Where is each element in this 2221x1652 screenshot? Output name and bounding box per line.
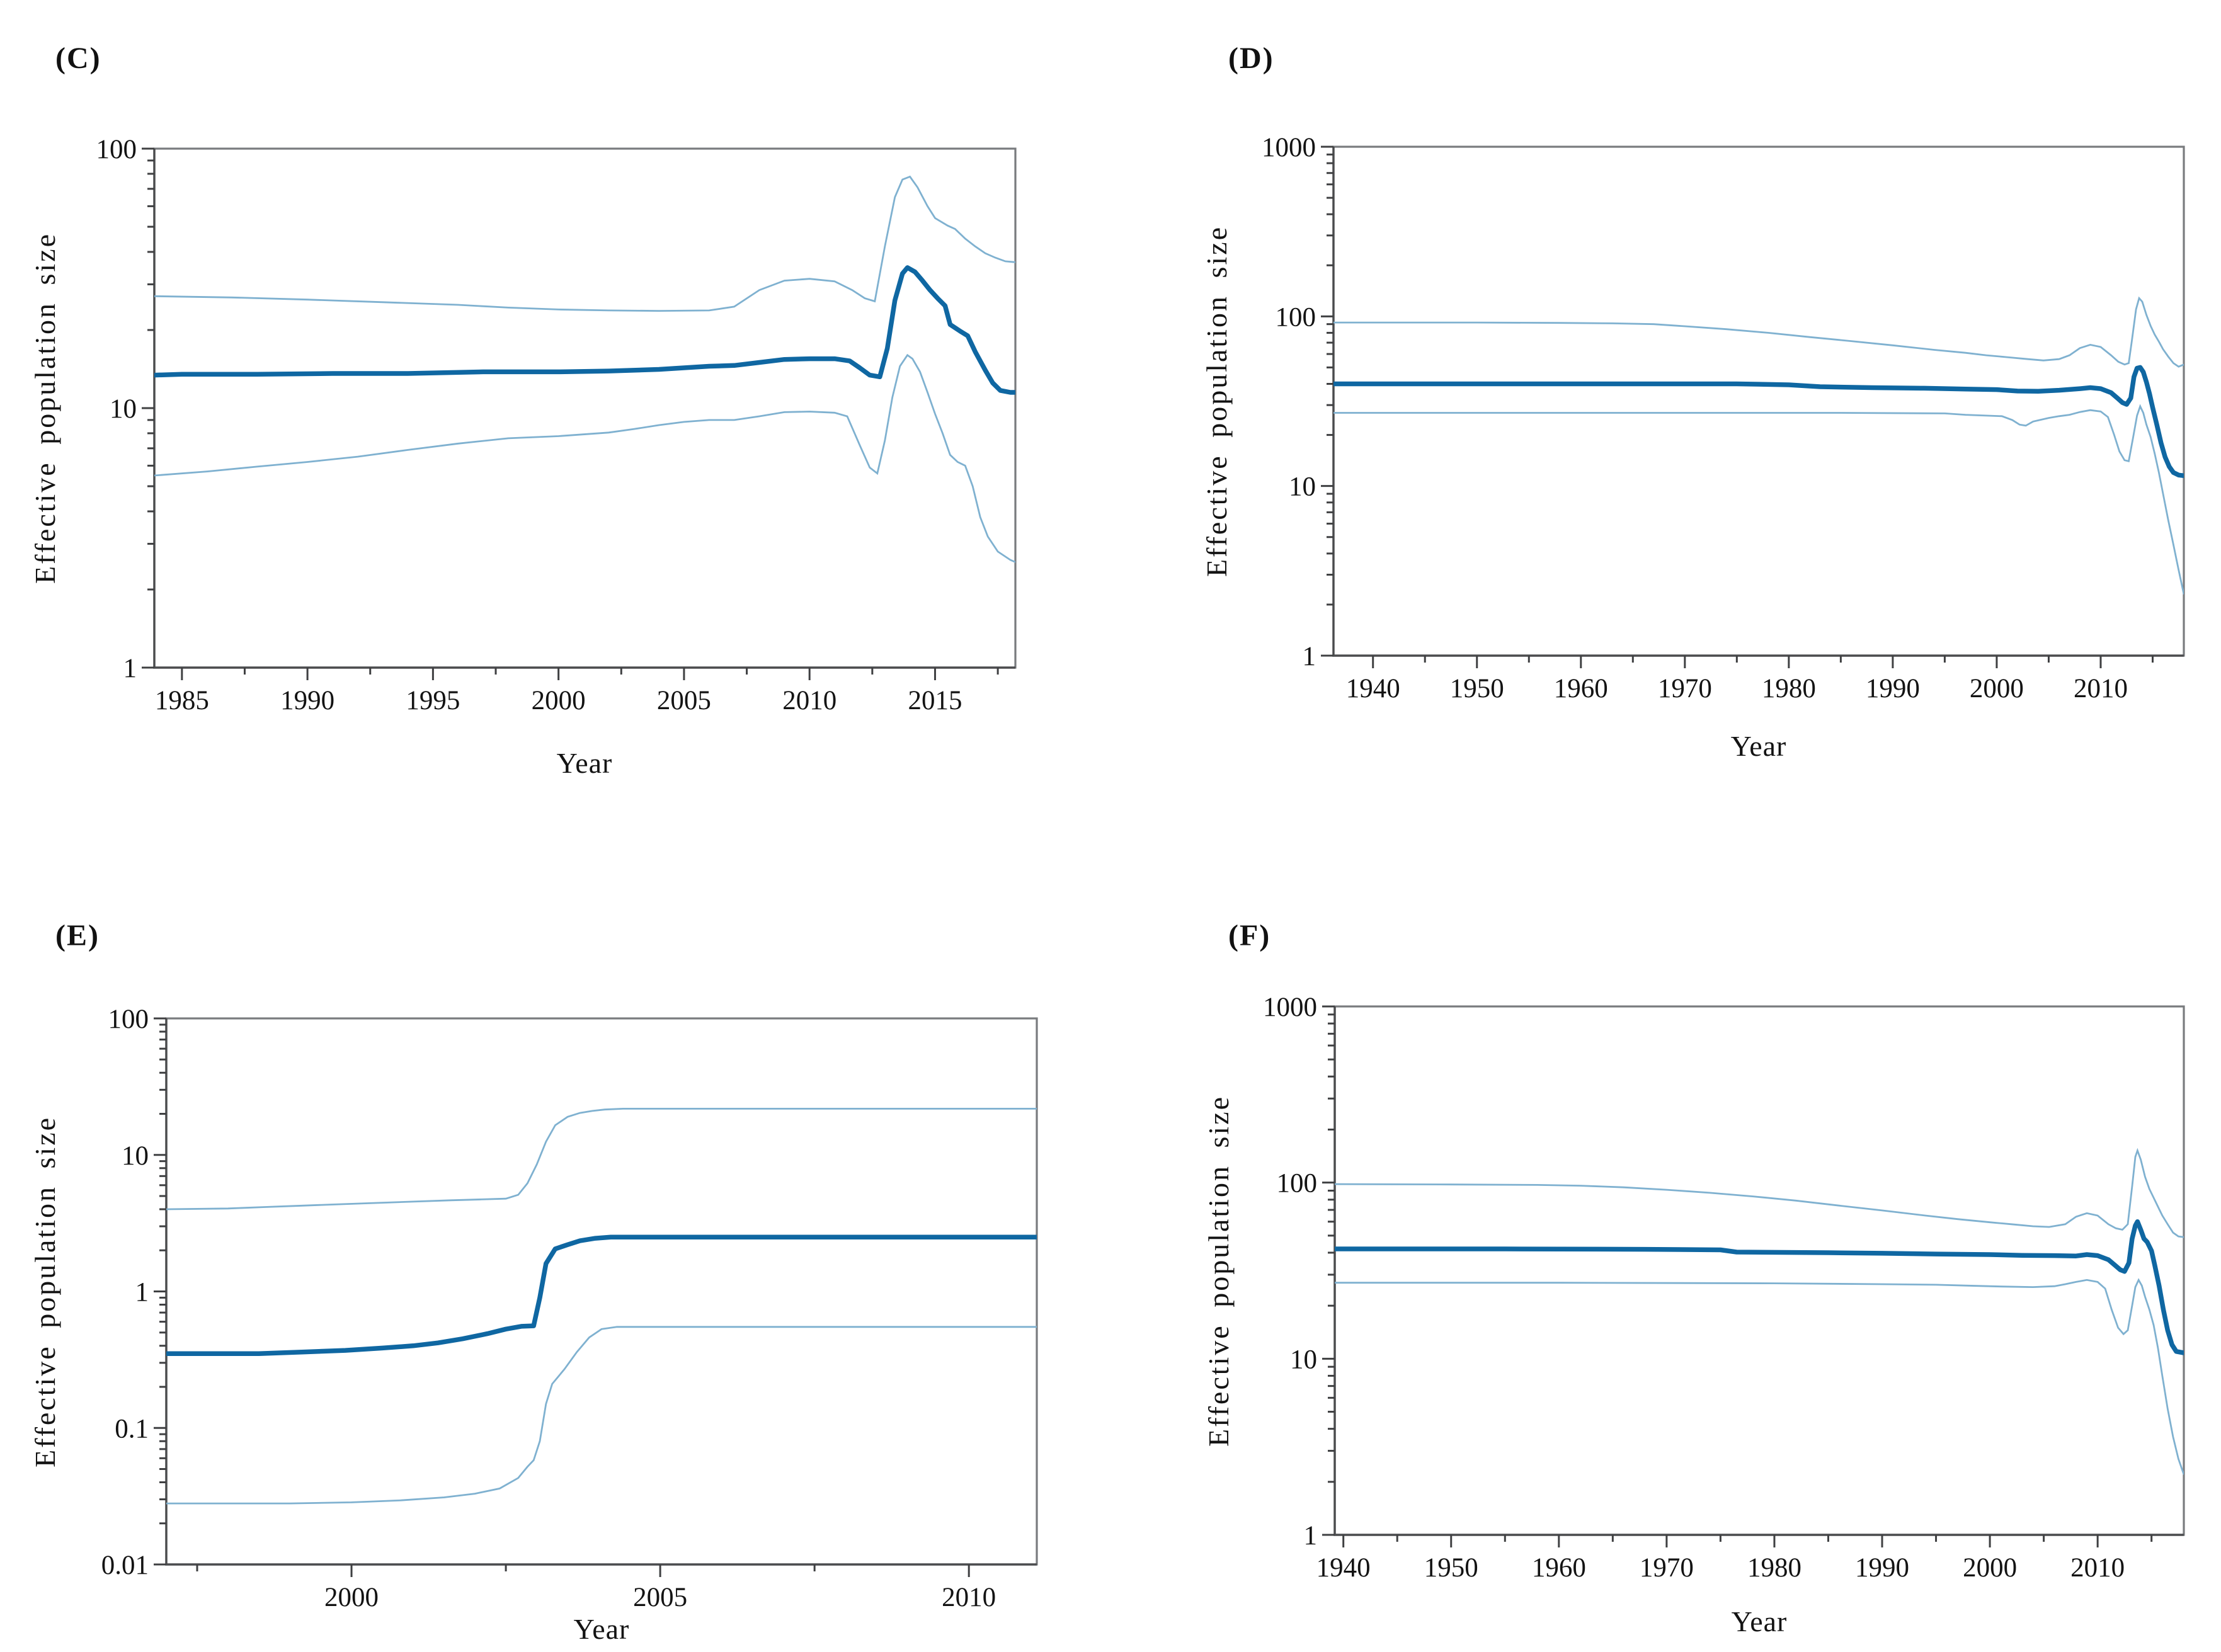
x-tick-label: 2010 [782, 686, 836, 715]
x-tick-label: 2010 [2074, 674, 2128, 704]
y-tick-label: 0.1 [115, 1414, 149, 1444]
chart-canvas-c: 1985 1990 1995 2000 2005 2010 2015 100 10 1 [96, 135, 1017, 715]
x-tick-label: 1980 [1747, 1553, 1801, 1583]
axis-lines [165, 1018, 1037, 1566]
axis-lines [1332, 147, 2184, 657]
series-median [1335, 1219, 2184, 1355]
x-tick-label: 1985 [155, 686, 209, 715]
axis-lines [1333, 1006, 2184, 1536]
axis-lines [153, 149, 1015, 669]
x-tick-label: 2000 [324, 1583, 379, 1612]
series-median [154, 265, 1015, 395]
plot-frame [1333, 1005, 2185, 1536]
y-tick-label: 100 [96, 135, 137, 164]
x-tick-label: 1940 [1316, 1553, 1371, 1583]
x-tick-label: 1960 [1532, 1553, 1586, 1583]
y-tick-label: 1 [135, 1278, 149, 1307]
y-tick-label: 1000 [1263, 993, 1317, 1022]
y-tick-label: 100 [1277, 1169, 1318, 1199]
x-tick-label: 1950 [1450, 674, 1504, 704]
y-tick-label: 10 [122, 1141, 149, 1171]
panel-label-c: (C) [55, 42, 101, 75]
x-axis-title-f: Year [1731, 1605, 1788, 1638]
x-tick-label: 1990 [1855, 1553, 1909, 1583]
y-tick-label: 100 [108, 1005, 149, 1034]
y-tick-label: 100 [1276, 302, 1316, 332]
y-axis-title-e: Effective population size [29, 1116, 61, 1467]
series-median [166, 1234, 1037, 1357]
series-lower-95-interval [1335, 1278, 2184, 1475]
x-tick-label: 2000 [1963, 1553, 2017, 1583]
x-axis-title-d: Year [1730, 730, 1787, 762]
x-tick-label: 1960 [1554, 674, 1608, 704]
y-tick-label: 1 [123, 654, 137, 683]
x-tick-label: 2000 [1970, 674, 2024, 704]
series-upper-95-interval [1333, 296, 2184, 368]
x-axis-title-c: Year [556, 747, 613, 779]
x-tick-label: 1970 [1640, 1553, 1694, 1583]
x-tick-label: 2005 [633, 1583, 687, 1612]
series-lower-95-interval [166, 1326, 1037, 1505]
chart-canvas-e: 2000 2005 2010 100 10 1 0.1 0.01 [101, 1005, 1038, 1612]
x-tick-label: 1950 [1424, 1553, 1478, 1583]
y-axis-title-c: Effective population size [29, 232, 61, 584]
panel-d: 1940 1950 1960 1970 1980 1990 2000 2010 1000 100 1… [1134, 25, 2221, 850]
y-tick-label: 1 [1304, 1521, 1318, 1551]
plot-frame [165, 1017, 1038, 1566]
y-axis-title-d: Effective population size [1201, 225, 1233, 577]
x-tick-label: 2005 [657, 686, 711, 715]
y-axis-title-f: Effective population size [1202, 1095, 1235, 1447]
plot-frame [1332, 145, 2185, 657]
x-tick-label: 1995 [406, 686, 460, 715]
x-tick-label: 1970 [1658, 674, 1712, 704]
x-tick-label: 1990 [280, 686, 334, 715]
series-median [1333, 365, 2184, 479]
panel-f: 1940 1950 1960 1970 1980 1990 2000 2010 1000 100 1… [1134, 882, 2221, 1652]
y-tick-label: 1000 [1262, 133, 1316, 162]
x-tick-label: 1940 [1346, 674, 1400, 704]
series-upper-95-interval [154, 175, 1015, 312]
panel-label-f: (F) [1228, 919, 1271, 952]
panel-e: 2000 2005 2010 100 10 1 0.1 0.01 (E) Effective … [25, 882, 1109, 1652]
panel-c: 1985 1990 1995 2000 2005 2010 2015 100 10 1 (C) E… [25, 25, 1109, 850]
y-tick-label: 1 [1303, 642, 1316, 671]
series-lower-95-interval [154, 353, 1015, 563]
panel-label-e: (E) [55, 919, 100, 952]
x-tick-label: 1990 [1866, 674, 1920, 704]
series-lower-95-interval [1333, 404, 2184, 595]
x-tick-label: 2015 [908, 686, 962, 715]
y-tick-label: 0.01 [101, 1551, 149, 1580]
series-upper-95-interval [1335, 1148, 2184, 1238]
chart-canvas-d: 1940 1950 1960 1970 1980 1990 2000 2010 1000 100 1… [1262, 133, 2185, 704]
series-upper-95-interval [166, 1107, 1037, 1211]
y-tick-label: 10 [1289, 472, 1316, 502]
chart-canvas-f: 1940 1950 1960 1970 1980 1990 2000 2010 1000 100 1… [1263, 993, 2185, 1583]
plot-frame [153, 147, 1017, 669]
x-tick-label: 2010 [942, 1583, 996, 1612]
y-tick-label: 10 [110, 394, 137, 424]
x-tick-label: 2010 [2070, 1553, 2125, 1583]
panel-label-d: (D) [1228, 42, 1274, 75]
y-tick-label: 10 [1290, 1345, 1317, 1374]
x-axis-title-e: Year [573, 1613, 630, 1645]
x-tick-label: 1980 [1762, 674, 1816, 704]
x-tick-label: 2000 [532, 686, 586, 715]
